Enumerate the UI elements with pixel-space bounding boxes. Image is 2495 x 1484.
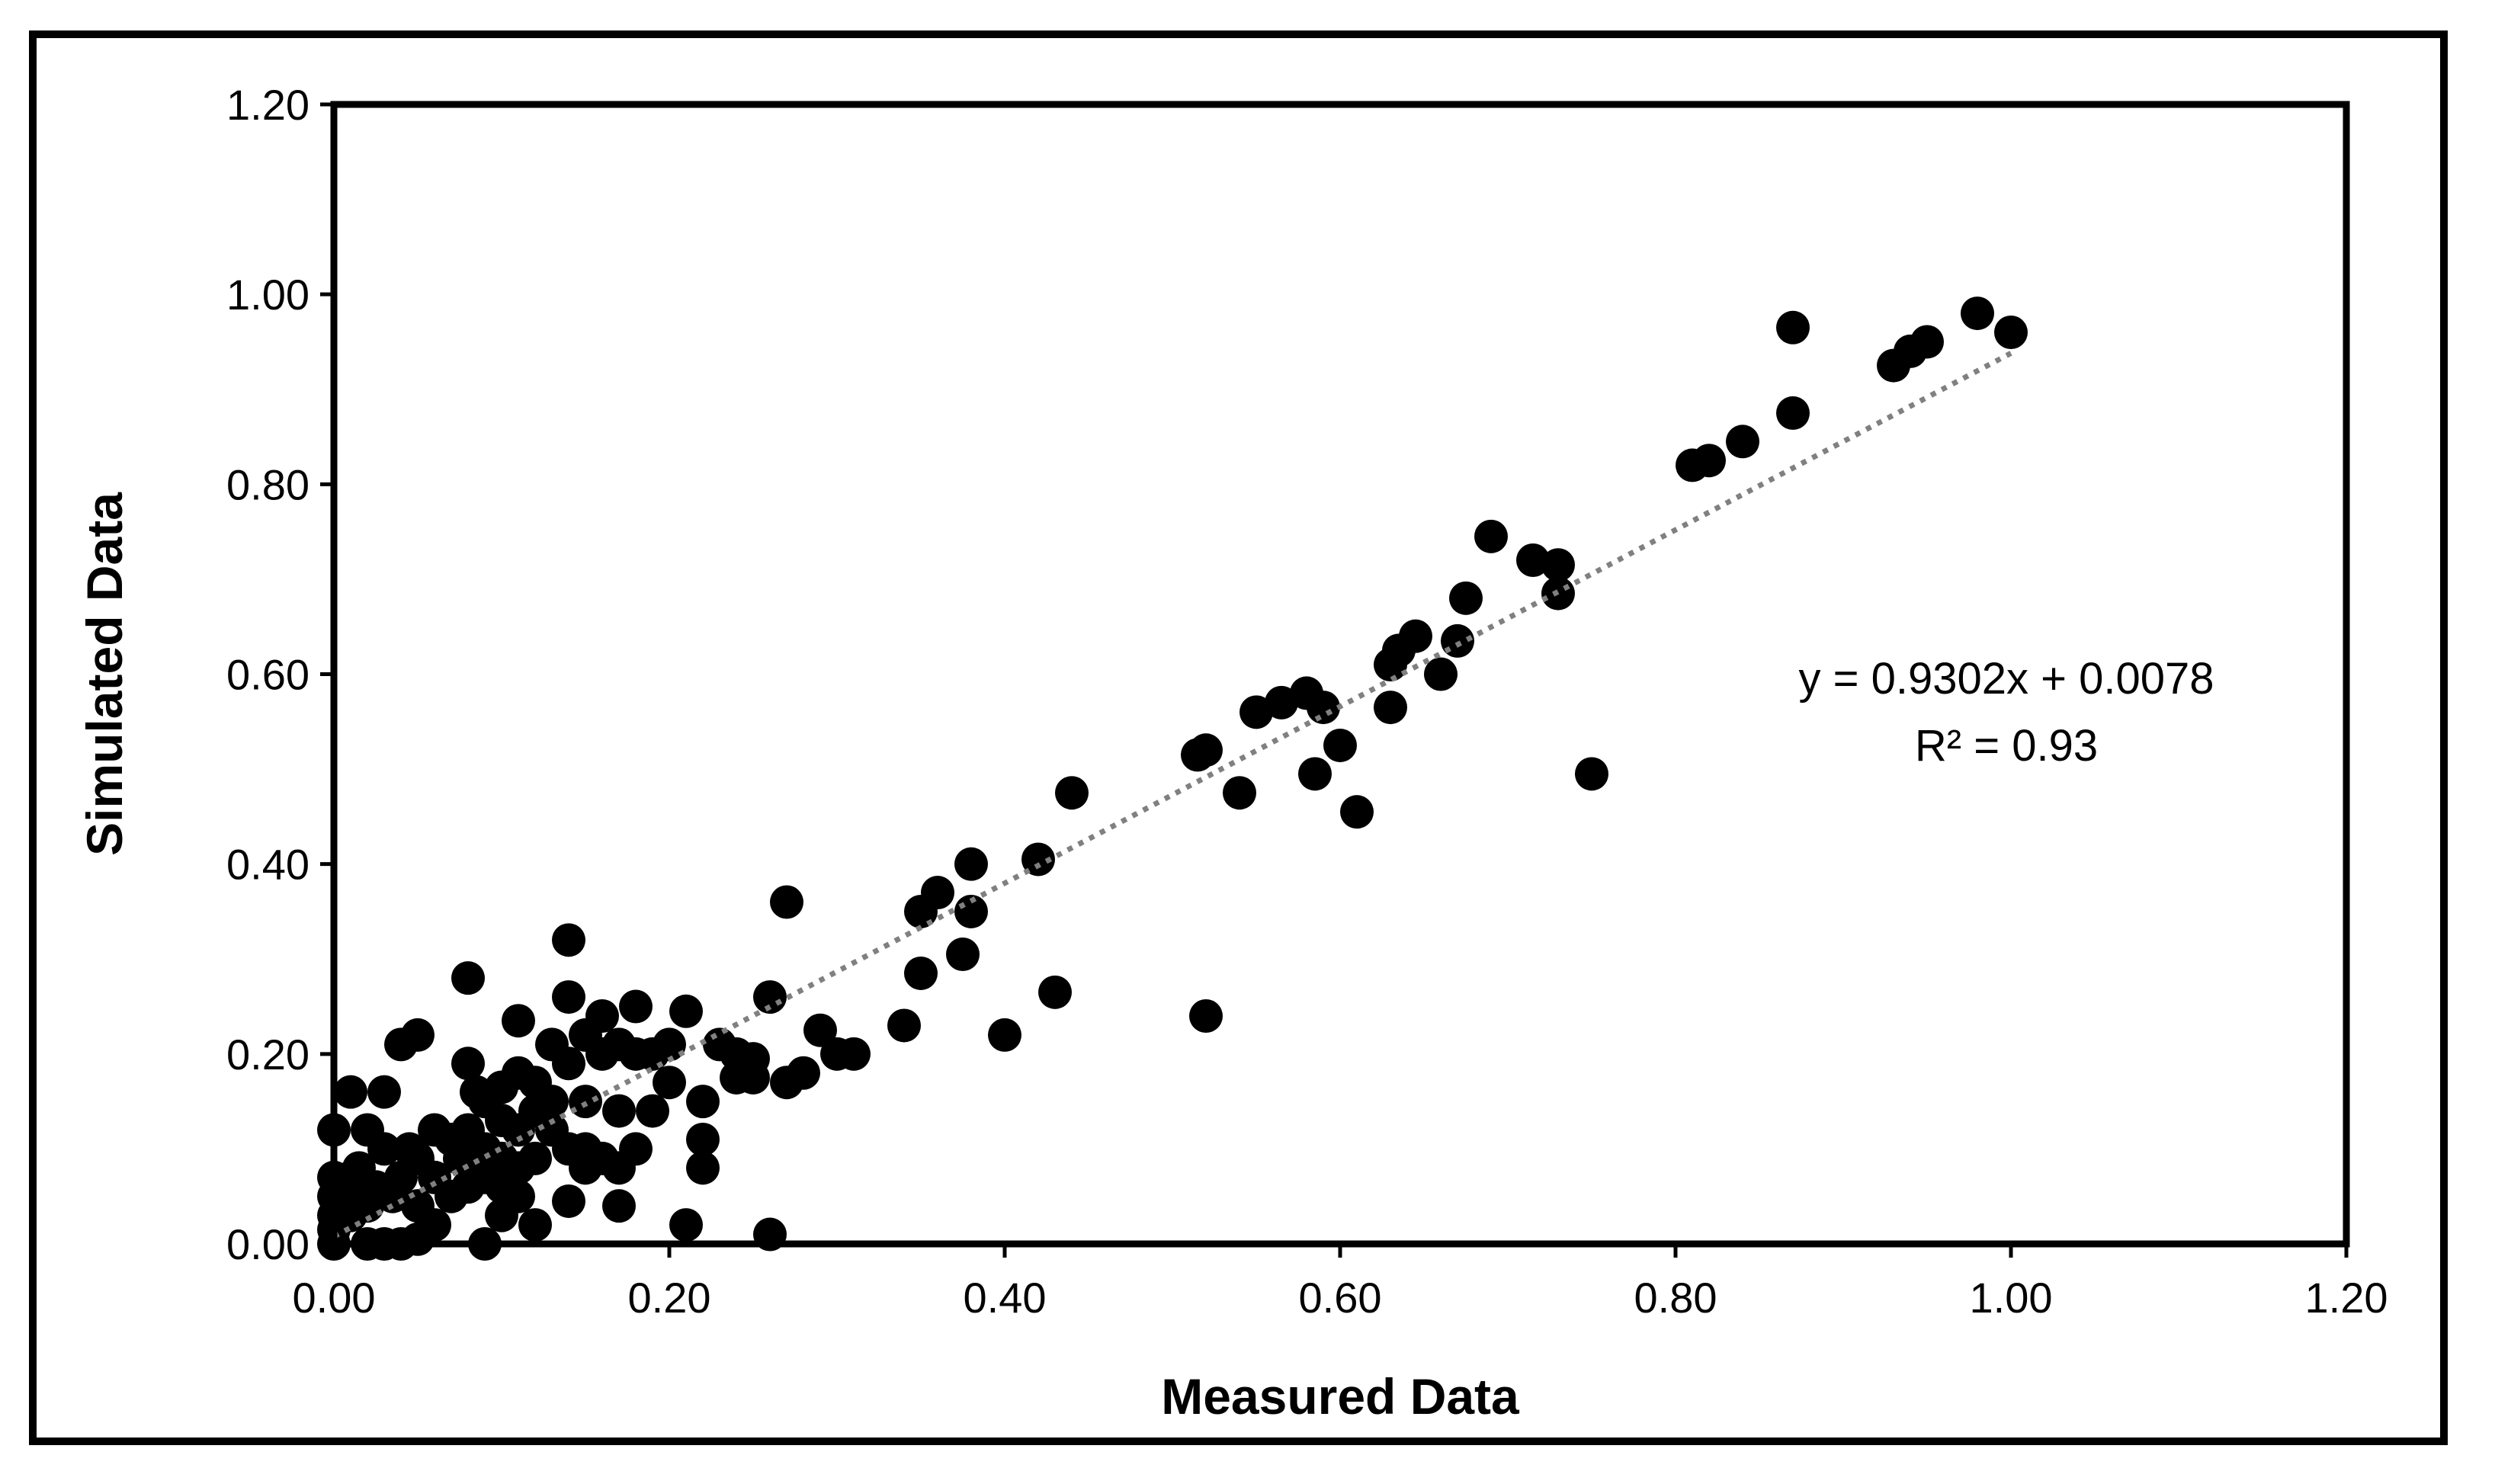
data-point bbox=[1676, 448, 1709, 482]
data-point bbox=[384, 1027, 418, 1062]
data-point bbox=[904, 956, 938, 990]
data-point bbox=[1424, 657, 1458, 691]
data-point bbox=[703, 1027, 736, 1062]
data-point bbox=[770, 1066, 803, 1100]
data-point bbox=[1298, 757, 1332, 791]
y-tick-label: 0.60 bbox=[226, 651, 309, 699]
data-point bbox=[552, 923, 585, 957]
data-point bbox=[518, 1208, 552, 1242]
data-point bbox=[1877, 348, 1910, 383]
data-point bbox=[1189, 999, 1223, 1033]
data-point bbox=[552, 1184, 585, 1218]
data-point bbox=[636, 1094, 669, 1128]
data-point bbox=[401, 1189, 435, 1223]
data-point bbox=[770, 885, 803, 919]
x-tick-label: 0.00 bbox=[293, 1274, 376, 1322]
data-point bbox=[1575, 757, 1608, 791]
data-point bbox=[393, 1132, 426, 1166]
data-point bbox=[367, 1075, 401, 1109]
y-axis-title: Simulated Data bbox=[76, 492, 133, 856]
data-point bbox=[451, 961, 485, 995]
x-tick-label: 0.40 bbox=[964, 1274, 1047, 1322]
data-point bbox=[669, 1208, 703, 1242]
data-point bbox=[1374, 691, 1407, 725]
x-tick-label: 1.00 bbox=[1970, 1274, 2053, 1322]
x-tick-label: 0.80 bbox=[1634, 1274, 1717, 1322]
data-point bbox=[1021, 842, 1055, 877]
trendline-r-squared: R² = 0.93 bbox=[1915, 721, 2098, 771]
data-point bbox=[820, 1037, 854, 1071]
data-point bbox=[1541, 548, 1575, 582]
data-point bbox=[1516, 543, 1550, 577]
data-point bbox=[552, 980, 585, 1014]
data-points bbox=[317, 296, 2028, 1261]
data-point bbox=[1239, 695, 1273, 729]
data-point bbox=[720, 1060, 753, 1095]
y-tick-label: 1.00 bbox=[226, 271, 309, 319]
data-point bbox=[1055, 776, 1089, 810]
data-point bbox=[686, 1085, 720, 1119]
data-point bbox=[1726, 425, 1759, 459]
data-point bbox=[988, 1018, 1021, 1052]
data-point bbox=[1038, 975, 1072, 1009]
data-point bbox=[686, 1122, 720, 1156]
y-tick-label: 1.20 bbox=[226, 81, 309, 129]
y-tick-label: 0.40 bbox=[226, 841, 309, 889]
data-point bbox=[602, 1189, 636, 1223]
data-point bbox=[334, 1075, 367, 1109]
data-point bbox=[1265, 685, 1298, 720]
data-point bbox=[946, 938, 980, 972]
data-point bbox=[460, 1075, 493, 1109]
data-point bbox=[686, 1151, 720, 1185]
data-point bbox=[669, 994, 703, 1028]
y-tick-label: 0.20 bbox=[226, 1030, 309, 1079]
x-tick-label: 0.20 bbox=[628, 1274, 711, 1322]
data-point bbox=[803, 1013, 837, 1047]
data-point bbox=[418, 1113, 451, 1147]
data-point bbox=[485, 1198, 518, 1232]
trendline-layer bbox=[332, 351, 2012, 1239]
data-point bbox=[887, 1008, 921, 1043]
data-point bbox=[954, 847, 988, 881]
data-point bbox=[1374, 648, 1407, 682]
trendline-equation: y = 0.9302x + 0.0078 bbox=[1799, 654, 2214, 704]
data-point bbox=[602, 1094, 636, 1128]
data-point bbox=[1474, 519, 1508, 553]
data-point bbox=[1961, 296, 1994, 331]
data-point bbox=[502, 1004, 535, 1038]
data-point bbox=[1449, 581, 1483, 615]
trendline bbox=[332, 351, 2012, 1239]
data-point bbox=[535, 1027, 569, 1062]
data-point bbox=[351, 1113, 384, 1147]
x-tick-label: 0.60 bbox=[1299, 1274, 1382, 1322]
data-point bbox=[451, 1046, 485, 1081]
data-point bbox=[1290, 676, 1323, 710]
x-axis-title: Measured Data bbox=[1161, 1368, 1520, 1425]
data-point bbox=[1994, 316, 2028, 349]
data-point bbox=[1776, 310, 1810, 345]
data-point bbox=[1776, 396, 1810, 430]
data-point bbox=[1223, 776, 1256, 810]
data-point bbox=[1323, 728, 1357, 762]
x-tick-label: 1.20 bbox=[2305, 1274, 2388, 1322]
data-point bbox=[653, 1066, 686, 1100]
data-point bbox=[1181, 738, 1214, 772]
data-point bbox=[569, 1018, 602, 1052]
data-point bbox=[1340, 795, 1374, 829]
axes: 0.00 0.20 0.40 0.60 0.80 1.00 1.20 0.00 0.20 0.40… bbox=[226, 81, 2388, 1322]
y-tick-label: 0.80 bbox=[226, 460, 309, 508]
y-tick-label: 0.00 bbox=[226, 1220, 309, 1268]
data-point bbox=[619, 989, 653, 1024]
